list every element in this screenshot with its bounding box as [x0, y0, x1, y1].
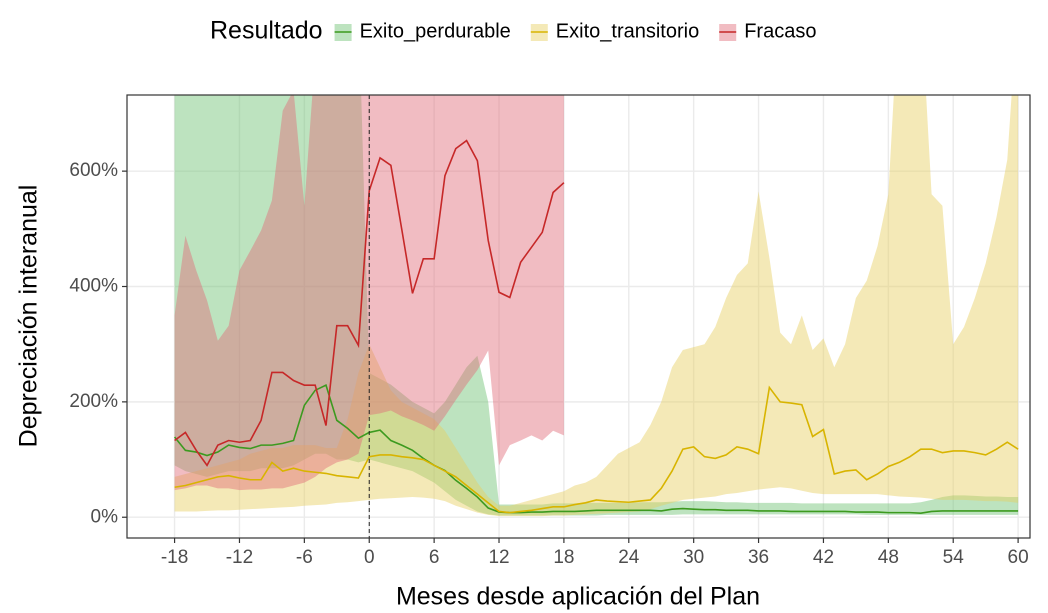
y-axis-title: Depreciación interanual: [15, 185, 43, 448]
x-tick-label: 18: [553, 547, 574, 568]
legend-label: Fracaso: [744, 20, 816, 42]
x-tick-label: 6: [429, 547, 440, 568]
line: [174, 385, 1019, 514]
x-tick-label: 36: [748, 547, 769, 568]
x-tick-label: 60: [1008, 547, 1029, 568]
x-tick-label: 0: [364, 547, 375, 568]
axes: -18 -12 -6 0 6 12 18 24 30 36 42 48 54 600%200%400%60…: [69, 160, 1028, 568]
x-tick-label: 30: [683, 547, 704, 568]
legend-title: Resultado: [210, 17, 323, 45]
legend-label: Exito_transitorio: [556, 20, 699, 42]
y-tick-label: 200%: [69, 391, 118, 412]
x-axis-title: Meses desde aplicación del Plan: [396, 583, 760, 611]
x-tick-label: 12: [488, 547, 509, 568]
x-tick-label: 42: [813, 547, 834, 568]
line: [174, 139, 565, 467]
y-tick-label: 400%: [69, 276, 118, 297]
plot-marks: [173, 95, 1019, 538]
x-tick-label: -18: [161, 547, 188, 568]
x-tick-label: -6: [296, 547, 313, 568]
grid: [127, 95, 1030, 538]
legend-label: Exito_perdurable: [360, 20, 511, 42]
panel-background: [127, 95, 1030, 538]
panel-border: [126, 94, 1031, 539]
x-tick-label: 48: [878, 547, 899, 568]
x-tick-label: -12: [226, 547, 253, 568]
y-tick-label: 0%: [91, 506, 119, 527]
legend: Resultado Exito_perdurable Exito_transitor…: [210, 17, 816, 45]
ribbon: [174, 95, 1019, 516]
ribbon: [174, 95, 1019, 517]
x-tick-label: 54: [943, 547, 965, 568]
x-tick-label: 24: [618, 547, 640, 568]
y-tick-label: 600%: [69, 160, 118, 181]
line: [173, 384, 1019, 515]
